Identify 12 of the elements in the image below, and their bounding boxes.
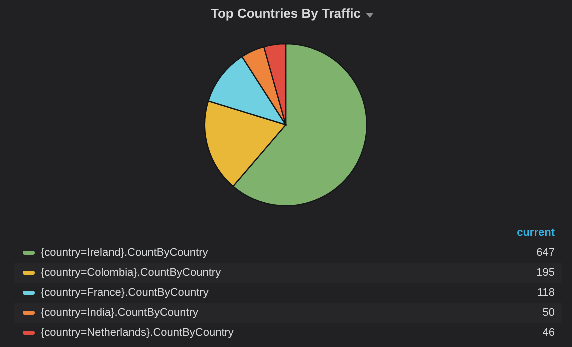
legend-label: {country=France}.CountByCountry — [41, 287, 210, 299]
legend-label: {country=India}.CountByCountry — [41, 307, 199, 319]
data-label: 46 — [542, 327, 555, 339]
legend-label: {country=Ireland}.CountByCountry — [41, 247, 209, 259]
data-label: 118 — [537, 287, 555, 299]
legend-title: current — [517, 227, 556, 239]
legend-label: {country=Netherlands}.CountByCountry — [41, 327, 234, 339]
data-label: 647 — [536, 247, 555, 259]
data-label: 195 — [536, 267, 555, 279]
data-label: 50 — [542, 307, 555, 319]
legend-label: {country=Colombia}.CountByCountry — [41, 267, 222, 279]
chart-title: Top Countries By Traffic — [211, 6, 361, 21]
